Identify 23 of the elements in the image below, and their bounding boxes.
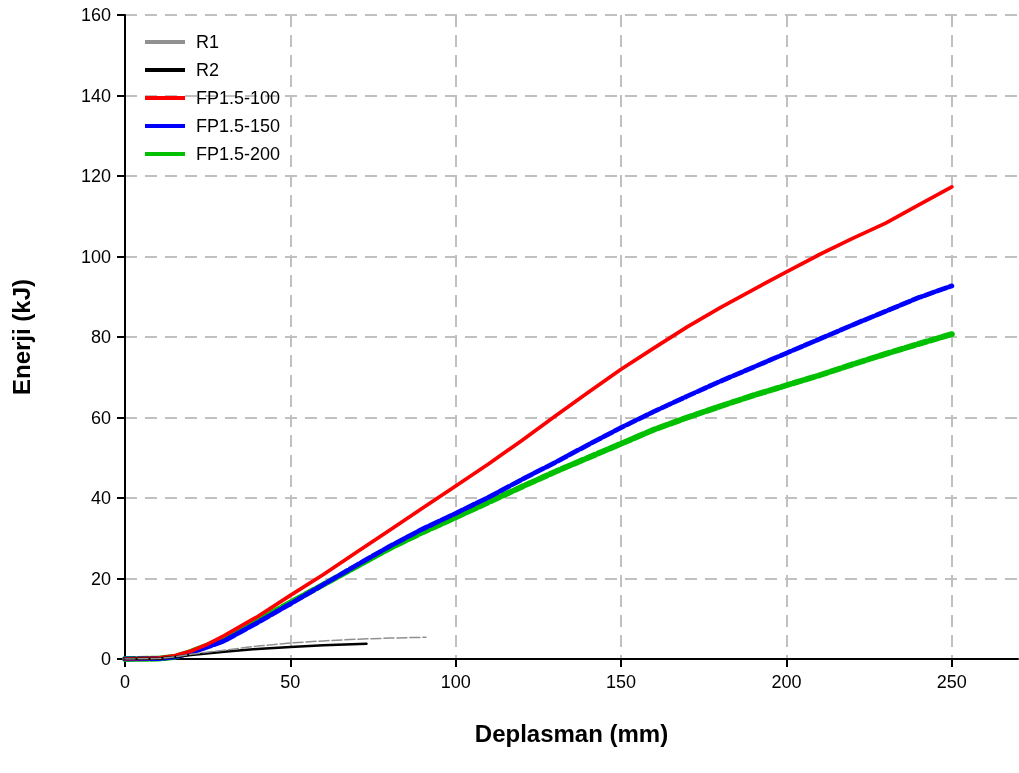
x-tick-label: 150 [606,672,637,692]
legend-label: FP1.5-150 [196,116,281,136]
y-tick-label: 20 [90,568,111,589]
x-tick-label: 250 [936,672,967,692]
x-tick-label: 200 [771,672,802,692]
y-tick-label: 0 [100,649,111,669]
legend-label: R2 [196,60,220,80]
y-tick-label: 160 [80,5,111,25]
y-axis-title: Enerji (kJ) [7,278,35,396]
legend-label: R1 [196,32,220,52]
x-tick-label: 50 [280,672,301,692]
y-tick-label: 100 [80,246,111,267]
y-tick-label: 80 [90,327,111,347]
y-tick-label: 40 [90,488,111,508]
y-tick-label: 60 [90,407,111,428]
y-tick-label: 140 [80,85,111,106]
legend-label: FP1.5-200 [196,144,281,164]
y-tick-label: 120 [80,166,111,186]
x-axis-title: Deplasman (mm) [474,719,669,747]
x-tick-label: 100 [440,672,471,692]
legend-label: FP1.5-100 [196,88,281,108]
line-series [123,185,954,661]
x-tick-label: 0 [119,672,131,692]
